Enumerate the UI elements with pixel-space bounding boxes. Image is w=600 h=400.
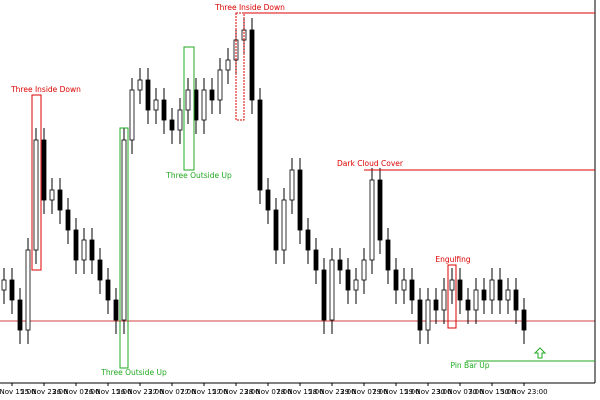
candle-body — [201, 89, 207, 121]
annotation: Engulfing — [435, 255, 471, 264]
candle-body — [249, 29, 255, 101]
annotation: Three Inside Down — [10, 85, 81, 94]
candle-body — [425, 299, 431, 331]
candle-body — [41, 139, 47, 201]
candle-body — [449, 279, 455, 291]
x-tick-label: 30 Nov 23:00 — [500, 388, 547, 396]
candle-body — [97, 259, 103, 281]
candle-body — [457, 279, 463, 301]
candle-body — [409, 279, 415, 301]
plot — [0, 18, 595, 344]
annotation: Three Inside Down — [214, 3, 285, 12]
annotation: Three Outside Up — [165, 171, 232, 180]
candle-body — [153, 99, 159, 111]
candle-body — [185, 89, 191, 111]
candle-body — [465, 299, 471, 311]
x-tick-label: 26 Nov 07:00 — [52, 388, 99, 396]
candle-body — [145, 79, 151, 111]
candle-body — [65, 209, 71, 231]
candle-body — [433, 299, 439, 311]
candle-body — [177, 109, 183, 131]
x-tick-label: 29 Nov 15:00 — [372, 388, 419, 396]
x-tick-label: 30 Nov 15:00 — [468, 388, 515, 396]
candle-body — [33, 139, 39, 251]
candle-body — [217, 69, 223, 101]
candle-body — [225, 59, 231, 71]
candle-body — [361, 259, 367, 281]
candle-body — [113, 299, 119, 321]
candle-body — [393, 269, 399, 291]
arrow-up — [533, 347, 547, 359]
candle-body — [305, 229, 311, 251]
candle-body — [497, 279, 503, 301]
annotation: Dark Cloud Cover — [337, 159, 404, 168]
candle-body — [17, 299, 23, 331]
pattern-box — [235, 12, 245, 121]
x-tick-label: 27 Nov 15:00 — [180, 388, 227, 396]
candle-body — [1, 279, 7, 291]
x-tick-label: 30 Nov 07:00 — [436, 388, 483, 396]
candle-body — [193, 89, 199, 121]
candle-body — [377, 179, 383, 241]
candle-body — [297, 169, 303, 231]
candle-body — [337, 259, 343, 271]
x-tick-label: 27 Nov 07:00 — [148, 388, 195, 396]
candle-body — [313, 249, 319, 271]
candle-body — [489, 279, 495, 301]
x-tick-label: 26 Nov 23:00 — [116, 388, 163, 396]
candle-body — [169, 119, 175, 131]
candle-body — [129, 89, 135, 141]
candle-body — [345, 269, 351, 291]
pattern-box — [31, 94, 42, 271]
candle-body — [273, 209, 279, 251]
annotation: Pin Bar Up — [450, 361, 489, 370]
candle-body — [161, 99, 167, 121]
candle-body — [321, 269, 327, 321]
x-tick-label: 28 Nov 15:00 — [276, 388, 323, 396]
candle-body — [137, 79, 143, 91]
candle-body — [513, 289, 519, 311]
x-tick-label: 25 Nov 15:00 — [0, 388, 36, 396]
candle-body — [265, 189, 271, 211]
x-tick-label: 27 Nov 23:00 — [212, 388, 259, 396]
x-tick-label: 28 Nov 23:00 — [308, 388, 355, 396]
candle-body — [505, 289, 511, 301]
candle-body — [257, 99, 263, 191]
candle-body — [209, 89, 215, 101]
candle-body — [441, 289, 447, 311]
x-tick-label: 25 Nov 23:00 — [20, 388, 67, 396]
candle-body — [353, 279, 359, 291]
candle-body — [49, 189, 55, 201]
candle-body — [25, 249, 31, 331]
candle-body — [369, 179, 375, 261]
x-tick-label: 26 Nov 15:00 — [84, 388, 131, 396]
candle-body — [105, 279, 111, 301]
candle-body — [289, 169, 295, 201]
candle-body — [417, 299, 423, 331]
x-tick-label: 29 Nov 23:00 — [404, 388, 451, 396]
candle-body — [57, 189, 63, 211]
candle-body — [401, 279, 407, 291]
candle-body — [9, 279, 15, 301]
candle-body — [473, 289, 479, 311]
candle-body — [385, 239, 391, 271]
candle-body — [73, 229, 79, 261]
candle-body — [121, 139, 127, 321]
x-tick-label: 29 Nov 07:00 — [340, 388, 387, 396]
candle-body — [81, 239, 87, 261]
pattern-box — [183, 46, 195, 171]
candle-body — [89, 239, 95, 261]
candle-body — [521, 309, 527, 331]
candle-body — [281, 199, 287, 251]
candle-body — [329, 259, 335, 321]
pattern-box — [119, 127, 129, 369]
pattern-box — [447, 264, 457, 329]
candle-body — [481, 289, 487, 301]
annotation: Three Outside Up — [100, 368, 167, 377]
x-tick-label: 28 Nov 07:00 — [244, 388, 291, 396]
